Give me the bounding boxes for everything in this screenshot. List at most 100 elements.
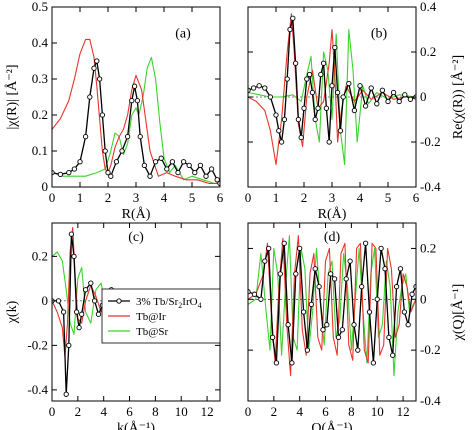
data-point (79, 311, 85, 317)
x-tick-label: 4 (161, 190, 168, 205)
data-point (281, 116, 288, 123)
data-point (91, 298, 98, 304)
data-point (402, 92, 408, 98)
x-tick-label: 2 (105, 190, 112, 205)
data-point (267, 94, 274, 100)
data-point (324, 322, 330, 328)
x-tick-label: 0 (245, 190, 252, 205)
data-point (401, 309, 408, 315)
data-point (362, 103, 369, 109)
x-tick-label: 4 (357, 190, 364, 205)
data-point (119, 148, 125, 154)
legend-label: Tb@Sr (136, 326, 168, 338)
x-tick-label: 0 (245, 404, 252, 419)
y-tick-label: 0 (420, 291, 427, 306)
data-point (82, 133, 89, 140)
data-point (258, 296, 264, 302)
data-point (347, 258, 353, 264)
data-point (250, 85, 257, 91)
y-axis-label: |χ(R)| [Å⁻²] (4, 64, 20, 129)
y-tick-label: 0 (42, 293, 49, 308)
x-tick-label: 6 (322, 404, 329, 419)
y-tick-label: -0.4 (420, 179, 441, 194)
legend-label: 3% Tb/Sr2IrO4 (136, 296, 202, 310)
x-tick-label: 12 (397, 404, 410, 419)
data-point (273, 360, 280, 366)
data-point (281, 240, 287, 246)
data-point (374, 101, 380, 107)
data-point (379, 87, 386, 93)
x-tick-label: 0 (49, 404, 56, 419)
y-tick-label: 0.2 (32, 107, 48, 122)
data-point (308, 301, 314, 308)
data-point (94, 58, 100, 64)
data-point (409, 291, 415, 297)
data-point (208, 166, 215, 172)
legend-label-text: Tb@Sr (136, 326, 168, 338)
legend-label-text: Tb@Ir (136, 311, 166, 323)
data-point (359, 283, 365, 290)
data-point (397, 266, 404, 272)
data-point (256, 83, 262, 89)
data-point (164, 166, 170, 172)
y-tick-label: -0.2 (27, 337, 48, 352)
data-point (351, 107, 358, 114)
data-point (175, 169, 181, 176)
y-axis-label: Re(χ(R)) [Å⁻²] (450, 55, 466, 139)
y-tick-label: 0.3 (32, 71, 48, 86)
data-point (57, 171, 64, 178)
data-point (289, 360, 295, 366)
panel-label: (b) (371, 27, 388, 42)
data-point (326, 139, 332, 145)
x-tick-label: 8 (152, 404, 159, 419)
data-point (300, 309, 307, 315)
x-tick-label: 8 (348, 404, 355, 419)
data-point (71, 253, 77, 260)
data-point (301, 105, 307, 111)
legend-subscript: 4 (198, 301, 202, 310)
data-point (180, 159, 187, 165)
data-point (386, 334, 392, 341)
data-point (340, 94, 346, 100)
data-point (329, 83, 335, 89)
data-point (52, 169, 55, 176)
data-point (131, 83, 138, 89)
data-point (169, 159, 176, 165)
data-point (357, 83, 363, 89)
y-tick-label: 0.2 (420, 240, 436, 255)
data-point (192, 169, 198, 176)
data-point (217, 180, 220, 187)
data-point (334, 89, 341, 96)
data-point (95, 311, 102, 317)
panel-d: 0 2 4 6 8 10 12 -0.4 -0.2 0 0.2 Q(Å⁻¹) χ(Q)[Å⁻¹] (d) (245, 222, 466, 430)
data-point (370, 360, 377, 366)
y-tick-label: 0 (42, 179, 49, 194)
series-group (52, 38, 220, 187)
x-tick-label: 6 (217, 190, 224, 205)
series-line-tb_sr (248, 28, 416, 166)
legend-subscript: 2 (178, 301, 182, 310)
data-point (158, 155, 164, 161)
data-point (374, 296, 380, 302)
x-axis-label: k(Å⁻¹) (117, 420, 155, 430)
data-point (297, 245, 303, 252)
data-point (102, 148, 108, 154)
y-tick-label: 0.4 (32, 35, 49, 50)
data-point (346, 80, 352, 87)
data-point (141, 162, 148, 169)
data-point (276, 128, 282, 134)
data-point (105, 169, 111, 176)
data-point (290, 15, 296, 21)
data-point (385, 98, 391, 105)
data-point (366, 309, 373, 315)
series-line-measured (52, 60, 220, 184)
series-line-tb_ir (52, 38, 220, 184)
data-point (147, 173, 153, 179)
data-point (320, 60, 327, 66)
x-tick-label: 1 (273, 190, 280, 205)
data-point (368, 85, 374, 91)
data-point (63, 391, 69, 397)
chart-panels: 0 1 2 3 4 5 600.10.20.30.40.5R(Å)|χ(R)| [Å⁻²](… (4, 0, 466, 430)
